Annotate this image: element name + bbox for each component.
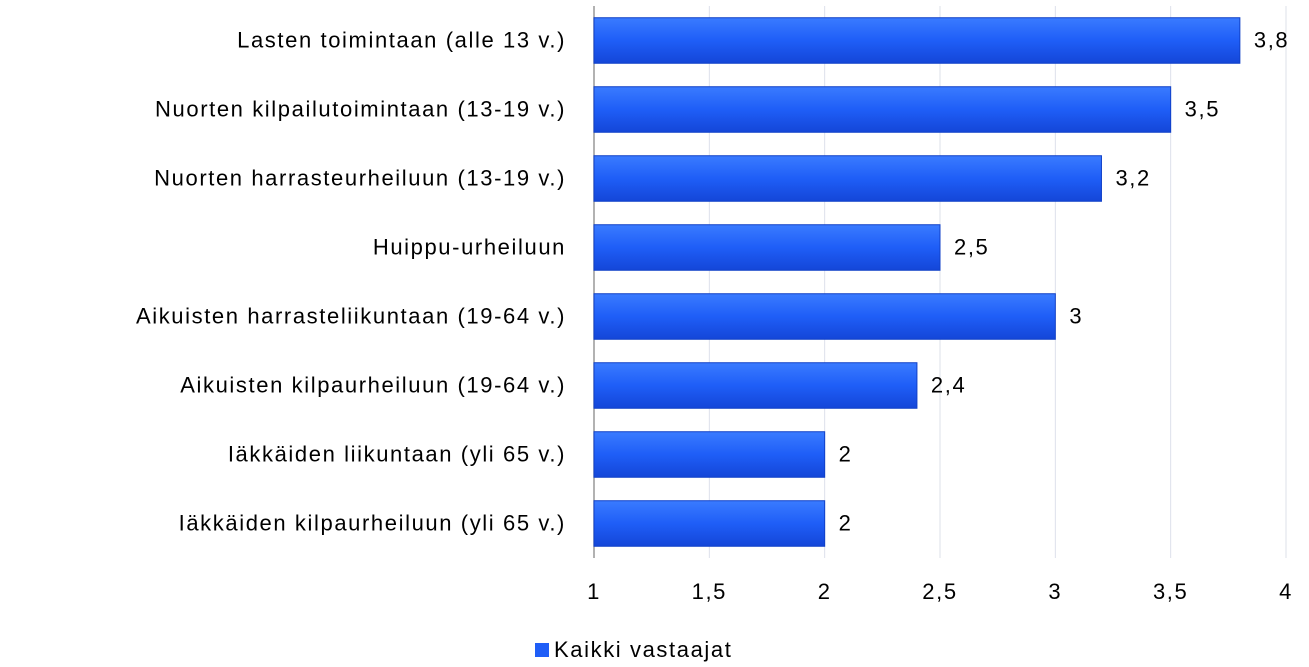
x-tick-label: 1 (587, 579, 601, 604)
y-tick-label: Aikuisten kilpaurheiluun (19-64 v.) (180, 372, 566, 397)
y-tick-label: Nuorten harrasteurheiluun (13-19 v.) (154, 165, 566, 190)
data-label: 3,5 (1185, 96, 1220, 121)
x-tick-label: 2,5 (922, 579, 957, 604)
bar (593, 86, 1172, 133)
data-label: 2 (839, 510, 853, 535)
legend-label: Kaikki vastaajat (554, 637, 732, 662)
bar (593, 224, 941, 271)
y-tick-label: Huippu-urheiluun (373, 234, 566, 259)
legend-swatch (535, 643, 549, 657)
data-label: 2 (839, 441, 853, 466)
y-tick-label: Iäkkäiden liikuntaan (yli 65 v.) (228, 441, 566, 466)
x-tick-label: 3,5 (1153, 579, 1188, 604)
bar (593, 293, 1056, 340)
data-label: 3,2 (1115, 165, 1150, 190)
data-label: 3,8 (1254, 27, 1289, 52)
x-tick-label: 3 (1048, 579, 1062, 604)
y-tick-label: Nuorten kilpailutoimintaan (13-19 v.) (155, 96, 566, 121)
bar (593, 431, 826, 478)
y-tick-label: Iäkkäiden kilpaurheiluun (yli 65 v.) (179, 510, 566, 535)
x-tick-label: 1,5 (692, 579, 727, 604)
y-tick-label: Aikuisten harrasteliikuntaan (19-64 v.) (136, 303, 566, 328)
bar (593, 500, 826, 547)
bar (593, 362, 918, 409)
data-label: 2,4 (931, 372, 966, 397)
bar (593, 17, 1241, 64)
bar (593, 155, 1102, 202)
x-tick-label: 4 (1279, 579, 1293, 604)
y-tick-label: Lasten toimintaan (alle 13 v.) (237, 27, 566, 52)
data-label: 3 (1069, 303, 1083, 328)
data-label: 2,5 (954, 234, 989, 259)
x-tick-label: 2 (818, 579, 832, 604)
